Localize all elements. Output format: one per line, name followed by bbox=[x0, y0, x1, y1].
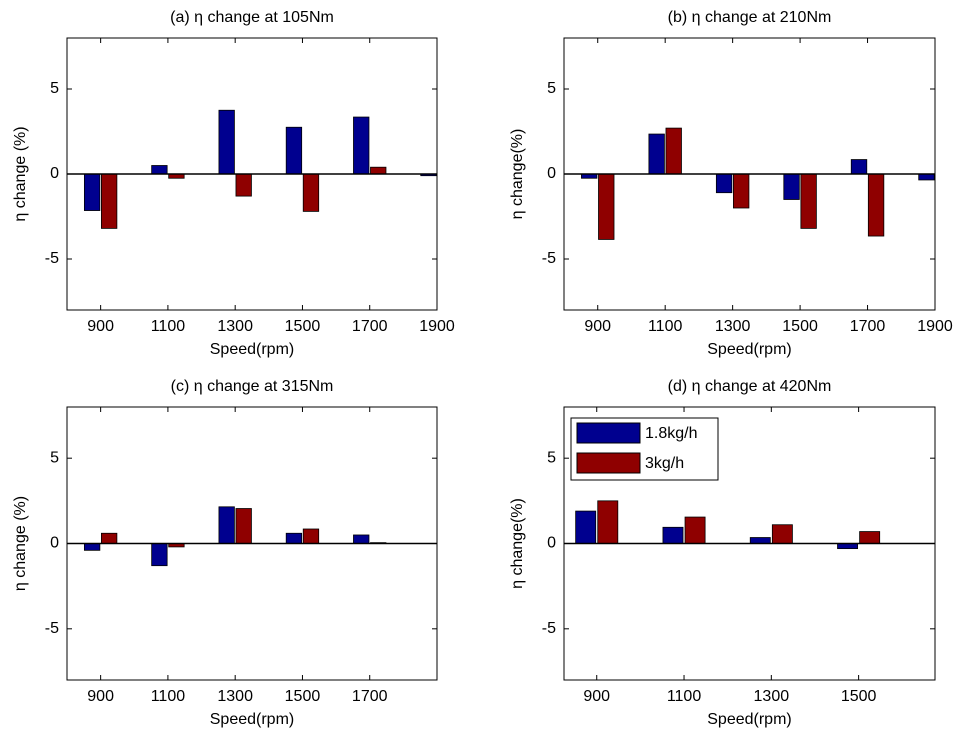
x-tick-label: 1300 bbox=[217, 318, 253, 335]
y-axis-label: η change(%) bbox=[509, 498, 526, 589]
x-tick-label: 1500 bbox=[285, 318, 321, 335]
subplot-title: (b) η change at 210Nm bbox=[668, 9, 832, 26]
bar bbox=[285, 532, 303, 544]
x-tick-label: 1500 bbox=[782, 318, 818, 335]
x-tick-label: 900 bbox=[87, 688, 114, 705]
y-tick-label: -5 bbox=[542, 250, 556, 267]
subplot: (b) η change at 210Nm Speed(rpm) η change(… bbox=[509, 9, 953, 358]
y-tick-label: -5 bbox=[45, 620, 59, 637]
bar bbox=[575, 510, 597, 544]
axes-box bbox=[66, 37, 438, 311]
bar bbox=[684, 516, 706, 544]
x-tick-label: 1500 bbox=[285, 688, 321, 705]
bar bbox=[850, 159, 868, 175]
bar bbox=[662, 526, 684, 544]
subplot-title: (d) η change at 420Nm bbox=[668, 378, 832, 395]
y-axis-label: η change(%) bbox=[509, 129, 526, 220]
bar bbox=[285, 126, 303, 175]
axes-box bbox=[563, 406, 936, 681]
bar bbox=[715, 173, 733, 194]
y-tick-label: 5 bbox=[50, 449, 59, 466]
y-tick-label: 0 bbox=[50, 165, 59, 182]
bar bbox=[665, 127, 682, 175]
bar bbox=[83, 173, 101, 211]
x-tick-label: 1300 bbox=[217, 688, 253, 705]
bar bbox=[101, 532, 118, 544]
bar bbox=[648, 133, 665, 175]
bar bbox=[867, 173, 885, 237]
bar bbox=[771, 524, 793, 544]
bar bbox=[235, 508, 252, 544]
bar bbox=[235, 173, 252, 197]
subplot: (c) η change at 315Nm Speed(rpm) η change … bbox=[12, 378, 438, 728]
y-tick-label: -5 bbox=[45, 250, 59, 267]
x-axis-label: Speed(rpm) bbox=[707, 711, 791, 728]
y-axis-label: η change (%) bbox=[12, 496, 29, 591]
x-tick-label: 1100 bbox=[151, 318, 186, 335]
y-tick-label: 0 bbox=[50, 535, 59, 552]
x-tick-label: 1900 bbox=[917, 318, 953, 335]
bar bbox=[370, 166, 387, 175]
subplot-title: (c) η change at 315Nm bbox=[171, 378, 334, 395]
legend-swatch bbox=[576, 422, 641, 444]
x-tick-label: 1700 bbox=[850, 318, 886, 335]
x-tick-label: 1100 bbox=[151, 688, 186, 705]
x-tick-label: 1900 bbox=[419, 318, 455, 335]
x-tick-label: 900 bbox=[87, 318, 114, 335]
y-axis-label: η change (%) bbox=[12, 126, 29, 221]
x-axis-label: Speed(rpm) bbox=[707, 341, 791, 358]
x-tick-label: 900 bbox=[584, 318, 611, 335]
bar bbox=[598, 173, 615, 240]
y-tick-label: 5 bbox=[547, 80, 556, 97]
y-tick-label: 0 bbox=[547, 535, 556, 552]
x-tick-label: 1100 bbox=[648, 318, 683, 335]
x-tick-label: 1700 bbox=[352, 688, 388, 705]
x-tick-label: 1300 bbox=[715, 318, 751, 335]
y-tick-label: -5 bbox=[542, 620, 556, 637]
bar bbox=[837, 543, 859, 550]
legend-label: 3kg/h bbox=[645, 455, 684, 472]
legend-swatch bbox=[576, 452, 641, 474]
bar bbox=[353, 534, 370, 544]
bar bbox=[859, 531, 881, 544]
bar bbox=[151, 165, 168, 175]
bar bbox=[83, 543, 101, 551]
bar bbox=[218, 506, 235, 544]
bar bbox=[151, 543, 168, 567]
bar bbox=[749, 537, 771, 544]
x-axis-label: Speed(rpm) bbox=[210, 711, 294, 728]
bar bbox=[302, 173, 320, 212]
x-tick-label: 1300 bbox=[754, 688, 790, 705]
bar bbox=[733, 173, 750, 209]
axes-box bbox=[563, 37, 936, 311]
subplot-title: (a) η change at 105Nm bbox=[170, 9, 334, 26]
bar bbox=[353, 116, 370, 175]
y-tick-label: 5 bbox=[50, 80, 59, 97]
bar bbox=[302, 528, 320, 544]
bar bbox=[597, 500, 619, 544]
bar bbox=[783, 173, 800, 200]
y-tick-label: 5 bbox=[547, 449, 556, 466]
y-tick-label: 0 bbox=[547, 165, 556, 182]
bar bbox=[218, 109, 235, 175]
bar bbox=[800, 173, 817, 229]
legend-label: 1.8kg/h bbox=[645, 425, 697, 442]
x-tick-label: 1700 bbox=[352, 318, 388, 335]
x-tick-label: 900 bbox=[583, 688, 610, 705]
bar bbox=[918, 173, 935, 181]
axes-box bbox=[66, 406, 438, 681]
subplot: (d) η change at 420Nm Speed(rpm) η change(… bbox=[509, 378, 936, 728]
x-tick-label: 1100 bbox=[667, 688, 702, 705]
subplot: (a) η change at 105Nm Speed(rpm) η change … bbox=[12, 9, 455, 358]
x-axis-label: Speed(rpm) bbox=[210, 341, 294, 358]
x-tick-label: 1500 bbox=[841, 688, 877, 705]
bar bbox=[101, 173, 118, 229]
